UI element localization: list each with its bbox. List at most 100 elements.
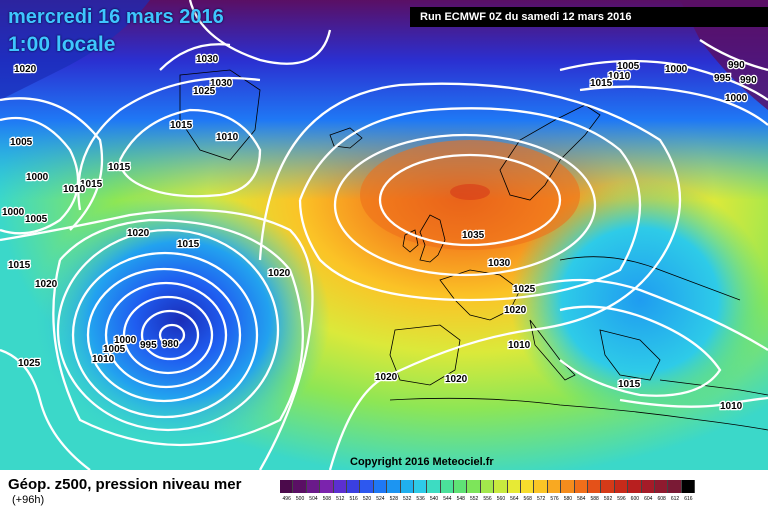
- colorbar-tick-label: 504: [309, 496, 318, 502]
- border-central-europe: [559, 256, 741, 301]
- isobar-label: 1030: [196, 54, 219, 65]
- isobar-1010-greenland: [118, 108, 262, 198]
- isobar-1010-northeast: [579, 85, 768, 126]
- colorbar-swatch: [601, 480, 615, 493]
- model-run-label: Run ECMWF 0Z du samedi 12 mars 2016: [410, 7, 768, 27]
- isobar-990: [122, 295, 214, 375]
- colorbar-tick-label: 564: [510, 496, 519, 502]
- colorbar-tick-label: 584: [577, 496, 586, 502]
- coast-iberia: [389, 324, 461, 386]
- coast-france: [439, 269, 521, 321]
- colorbar-tick-label: 604: [644, 496, 653, 502]
- colorbar-swatch: [293, 480, 307, 493]
- isobar-1020-high: [258, 82, 682, 470]
- colorbar-swatch: [668, 480, 682, 493]
- isobar-label: 1020: [127, 228, 150, 239]
- lead-time: (+96h): [12, 494, 45, 506]
- colorbar-tick-label: 592: [603, 496, 613, 502]
- colorbar-tick-label: 616: [684, 496, 693, 502]
- coast-greenland: [179, 69, 261, 161]
- colorbar-tick-label: 596: [617, 496, 626, 502]
- isobar-1020: [0, 208, 314, 470]
- colorbar-swatch: [480, 480, 495, 493]
- isobar-label: 1010: [720, 401, 743, 412]
- isobar-label: 1025: [18, 358, 41, 369]
- isobar-label: 1030: [488, 258, 511, 269]
- colorbar-swatch: [654, 480, 669, 493]
- colorbar-swatch: [440, 480, 455, 493]
- forecast-time: 1:00 locale: [8, 33, 116, 56]
- isobar-1010: [56, 228, 280, 432]
- z500-low: [30, 190, 330, 450]
- isobar-1010-west: [0, 97, 104, 231]
- colorbar-swatch: [467, 480, 481, 493]
- isobar-1000: [86, 267, 242, 403]
- colorbar-swatch: [587, 480, 602, 493]
- isobar-label: 1000: [26, 172, 49, 183]
- colorbar-tick-label: 528: [389, 496, 398, 502]
- colorbar-tick-label: 580: [563, 496, 573, 502]
- coast-turkey: [659, 379, 768, 396]
- isobar-label: 1030: [210, 78, 233, 89]
- colorbar-swatch: [373, 480, 388, 493]
- isobar-label: 1005: [103, 344, 126, 355]
- colorbar: [280, 480, 696, 493]
- colorbar-tick-label: 520: [362, 496, 372, 502]
- colorbar-tick-label: 588: [590, 496, 599, 502]
- isobar-label: 1010: [63, 184, 86, 195]
- isobar-label: 1010: [92, 354, 115, 365]
- colorbar-tick-label: 560: [496, 496, 506, 502]
- colorbar-tick-label: 532: [403, 496, 412, 502]
- isobar-label: 990: [728, 60, 745, 71]
- colorbar-tick-label: 496: [282, 496, 291, 502]
- colorbar-tick-label: 552: [469, 496, 479, 502]
- isobar-1025: [0, 348, 91, 470]
- isobar-label: 1000: [2, 207, 25, 218]
- colorbar-swatch: [534, 480, 548, 493]
- field-title: Géop. z500, pression niveau mer: [8, 476, 242, 493]
- colorbar-tick-label: 572: [536, 496, 546, 502]
- colorbar-tick-label: 536: [416, 496, 425, 502]
- colorbar-tick-label: 600: [630, 496, 640, 502]
- colorbar-swatch: [454, 480, 468, 493]
- isobar-980: [158, 323, 186, 347]
- colorbar-swatch: [387, 480, 401, 493]
- colorbar-swatch: [346, 480, 361, 493]
- colorbar-tick-label: 556: [483, 496, 492, 502]
- pressure-map: 1020 1030 1030 1025 1015 1010 1005 1000 …: [0, 0, 768, 470]
- isobar-label: 1015: [170, 120, 193, 131]
- colorbar-tick-label: 544: [443, 496, 452, 502]
- isobar-label: 995: [714, 73, 731, 84]
- isobar-1035: [378, 153, 562, 247]
- colorbar-swatch: [681, 480, 696, 493]
- isobar-label: 1005: [25, 214, 48, 225]
- colorbar-swatch: [413, 480, 428, 493]
- isobar-label: 1015: [590, 78, 613, 89]
- z500-east-low: [510, 180, 768, 420]
- colorbar-swatch: [400, 480, 414, 493]
- colorbar-tick-label: 500: [295, 496, 305, 502]
- isobars: [0, 0, 768, 470]
- colorbar-tick-label: 568: [523, 496, 532, 502]
- coast-north-africa: [389, 397, 768, 431]
- isobar-label: 1025: [513, 284, 536, 295]
- isobar-995: [104, 281, 228, 389]
- isobar-1015-greenland: [77, 76, 261, 211]
- isobar-label: 1000: [114, 335, 137, 346]
- isobar-1025-high: [298, 107, 642, 302]
- isobar-label: 1020: [35, 279, 58, 290]
- colorbar-tick-label: 548: [456, 496, 465, 502]
- colorbar-swatch: [494, 480, 508, 493]
- colorbar-swatch: [628, 480, 642, 493]
- isobar-1030-north: [188, 0, 332, 65]
- isobar-labels: 1020 1030 1030 1025 1015 1010 1005 1000 …: [1, 53, 759, 414]
- isobar-1005-northeast: [559, 59, 768, 101]
- isobar-label: 1010: [216, 132, 239, 143]
- isobar-label: 1000: [665, 64, 688, 75]
- copyright-text: Copyright 2016 Meteociel.fr: [350, 456, 494, 468]
- isobar-1015-east: [559, 305, 722, 397]
- colorbar-ticks: 496 500 504 508 512 516 520 524 528 532 536 540 544 5…: [280, 496, 695, 506]
- isobar-1025-north: [159, 43, 231, 71]
- colorbar-swatch: [641, 480, 655, 493]
- isobar-label: 1020: [268, 268, 291, 279]
